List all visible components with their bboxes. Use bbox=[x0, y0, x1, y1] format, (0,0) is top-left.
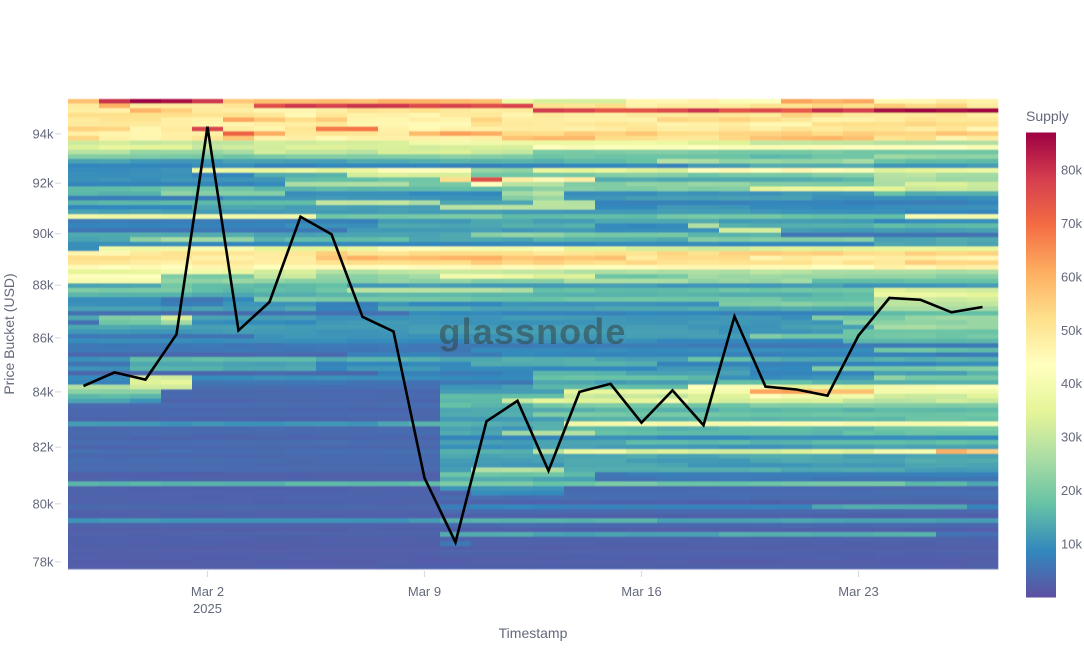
svg-text:Mar 16: Mar 16 bbox=[621, 584, 661, 599]
svg-text:30k: 30k bbox=[1061, 430, 1082, 445]
svg-text:Mar 2: Mar 2 bbox=[191, 584, 224, 599]
svg-text:80k: 80k bbox=[33, 496, 54, 511]
svg-text:84k: 84k bbox=[33, 384, 54, 399]
svg-text:90k: 90k bbox=[33, 226, 54, 241]
svg-text:50k: 50k bbox=[1061, 323, 1082, 338]
svg-text:Price Bucket (USD): Price Bucket (USD) bbox=[1, 273, 17, 394]
svg-text:10k: 10k bbox=[1061, 537, 1082, 552]
svg-text:glassnode: glassnode bbox=[439, 311, 627, 352]
svg-text:88k: 88k bbox=[33, 278, 54, 293]
svg-text:92k: 92k bbox=[33, 176, 54, 191]
svg-text:60k: 60k bbox=[1061, 269, 1082, 284]
svg-text:78k: 78k bbox=[33, 554, 54, 569]
svg-text:94k: 94k bbox=[33, 126, 54, 141]
svg-text:20k: 20k bbox=[1061, 483, 1082, 498]
svg-text:80k: 80k bbox=[1061, 162, 1082, 177]
svg-text:Mar 9: Mar 9 bbox=[408, 584, 441, 599]
svg-text:2025: 2025 bbox=[193, 601, 222, 616]
svg-text:Mar 23: Mar 23 bbox=[838, 584, 878, 599]
svg-text:Timestamp: Timestamp bbox=[499, 625, 568, 641]
svg-text:40k: 40k bbox=[1061, 376, 1082, 391]
svg-text:70k: 70k bbox=[1061, 216, 1082, 231]
svg-text:Supply: Supply bbox=[1026, 108, 1069, 124]
svg-text:86k: 86k bbox=[33, 330, 54, 345]
svg-text:82k: 82k bbox=[33, 440, 54, 455]
